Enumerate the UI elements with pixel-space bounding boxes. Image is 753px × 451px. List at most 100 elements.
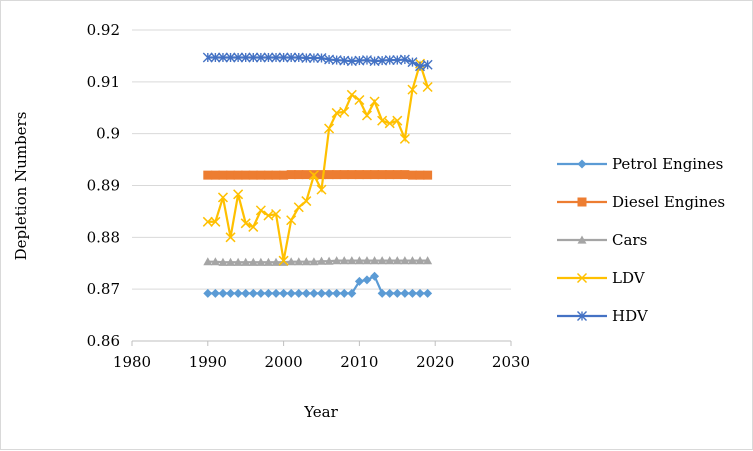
data-point-ldv <box>308 170 319 181</box>
data-point-petrol-engines <box>415 288 425 298</box>
data-point-ldv <box>293 202 304 213</box>
series-layer <box>202 52 433 298</box>
data-point-petrol-engines <box>385 288 395 298</box>
data-point-ldv <box>263 210 274 221</box>
data-point-diesel-engines <box>354 170 364 180</box>
data-point-hdv <box>233 52 244 63</box>
y-tick-label: 0.92 <box>87 21 120 39</box>
legend-label-cars: Cars <box>612 231 647 249</box>
data-point-petrol-engines <box>347 288 357 298</box>
data-point-diesel-engines <box>301 170 311 180</box>
data-point-cars <box>309 257 319 266</box>
data-point-diesel-engines <box>400 170 410 180</box>
data-point-petrol-engines <box>226 288 236 298</box>
data-point-diesel-engines <box>339 170 349 180</box>
data-point-diesel-engines <box>210 170 220 180</box>
data-point-ldv <box>422 81 433 93</box>
legend-item-diesel-engines: Diesel Engines <box>557 193 725 211</box>
data-point-diesel-engines <box>279 170 289 180</box>
y-tick-label: 0.87 <box>87 280 120 298</box>
data-point-petrol-engines <box>339 288 349 298</box>
data-point-cars <box>203 257 213 266</box>
legend-label-hdv: HDV <box>612 307 649 325</box>
data-point-hdv <box>415 61 426 72</box>
data-point-diesel-engines <box>233 170 243 180</box>
data-point-cars <box>324 256 334 265</box>
x-tick-label: 2010 <box>340 353 378 371</box>
data-point-petrol-engines <box>370 271 380 281</box>
data-point-petrol-engines <box>407 288 417 298</box>
data-point-cars <box>354 256 364 265</box>
data-point-hdv <box>202 52 213 63</box>
data-point-ldv <box>392 115 403 126</box>
data-point-diesel-engines <box>226 170 236 180</box>
data-point-diesel-engines <box>317 170 326 180</box>
data-point-ldv <box>270 208 282 220</box>
data-point-petrol-engines <box>233 288 243 298</box>
data-point-cars <box>407 256 417 265</box>
data-point-petrol-engines <box>271 288 281 298</box>
data-point-petrol-engines <box>354 276 364 286</box>
data-point-hdv <box>399 54 410 65</box>
data-point-cars <box>218 257 228 266</box>
data-point-cars <box>339 256 349 265</box>
data-point-petrol-engines <box>294 288 304 298</box>
data-point-cars <box>400 256 410 265</box>
series-petrol-engines <box>203 271 433 298</box>
data-point-cars <box>271 257 281 266</box>
data-point-petrol-engines <box>377 288 387 298</box>
data-point-petrol-engines <box>279 288 289 298</box>
data-point-ldv <box>217 192 228 203</box>
data-point-hdv <box>301 52 312 63</box>
data-point-ldv <box>369 96 380 107</box>
data-point-diesel-engines <box>248 170 258 180</box>
data-point-hdv <box>354 55 365 66</box>
legend-item-cars: Cars <box>557 231 647 249</box>
data-point-diesel-engines <box>332 170 342 180</box>
data-point-cars <box>415 256 425 265</box>
data-point-hdv <box>293 52 304 63</box>
data-point-petrol-engines <box>324 288 334 298</box>
legend-marker-cars <box>577 235 587 244</box>
data-point-diesel-engines <box>218 170 228 180</box>
data-point-ldv <box>233 189 244 200</box>
data-point-hdv <box>210 52 221 63</box>
y-tick-label: 0.89 <box>87 177 120 195</box>
data-point-petrol-engines <box>332 288 342 298</box>
data-point-diesel-engines <box>203 170 213 180</box>
data-point-petrol-engines <box>256 288 266 298</box>
data-point-diesel-engines <box>324 170 334 180</box>
series-ldv <box>202 58 433 266</box>
data-point-ldv <box>286 215 297 226</box>
x-tick-label: 2030 <box>492 353 530 371</box>
data-point-cars <box>392 256 402 265</box>
y-tick-label: 0.91 <box>87 73 120 91</box>
data-point-hdv <box>346 56 357 67</box>
data-point-diesel-engines <box>385 170 395 180</box>
data-point-ldv <box>240 218 251 229</box>
data-point-cars <box>301 257 311 266</box>
data-point-ldv <box>278 255 289 266</box>
data-point-hdv <box>407 57 418 68</box>
grid-layer <box>132 29 511 342</box>
x-tick-label: 1980 <box>113 353 151 371</box>
data-point-cars <box>370 256 380 265</box>
data-point-petrol-engines <box>362 275 372 285</box>
x-axis-title: Year <box>303 403 338 421</box>
data-point-hdv <box>240 52 251 63</box>
data-point-hdv <box>369 56 380 67</box>
data-point-diesel-engines <box>423 170 433 180</box>
data-point-petrol-engines <box>241 288 251 298</box>
legend-label-petrol-engines: Petrol Engines <box>612 155 723 173</box>
data-point-cars <box>294 257 304 266</box>
data-point-ldv <box>361 110 373 121</box>
data-point-hdv <box>217 52 228 63</box>
legend-marker-ldv <box>576 272 588 284</box>
data-point-ldv <box>202 216 213 227</box>
series-cars <box>203 256 433 266</box>
data-point-petrol-engines <box>263 288 273 298</box>
data-point-ldv <box>225 232 236 243</box>
y-tick-label: 0.86 <box>87 332 120 350</box>
data-point-hdv <box>377 55 388 66</box>
legend-label-diesel-engines: Diesel Engines <box>612 193 725 211</box>
